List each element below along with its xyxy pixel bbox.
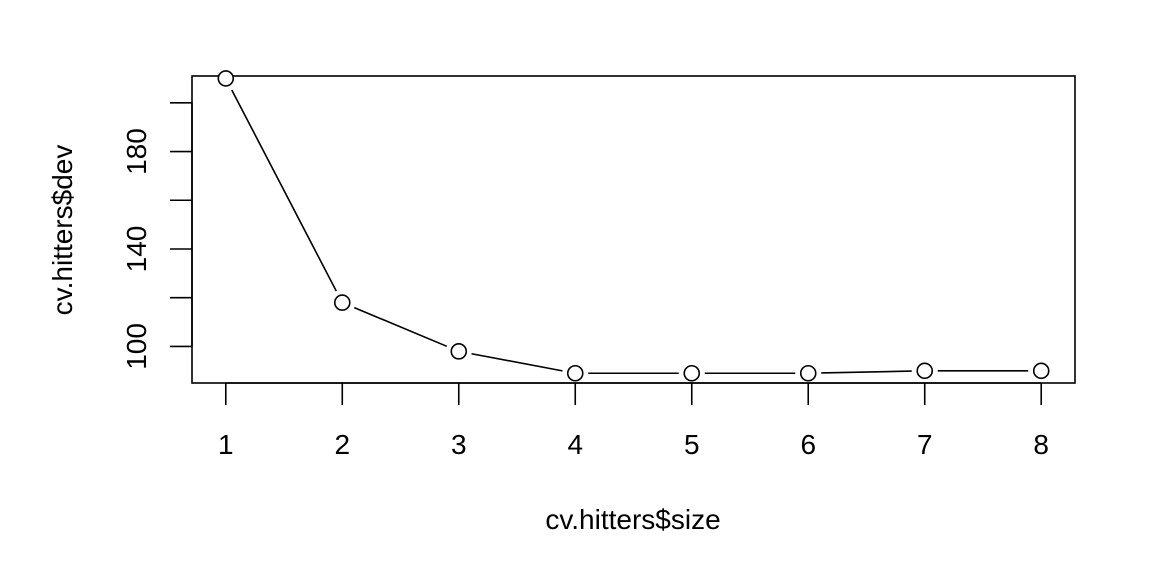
x-tick-label: 7 — [917, 429, 933, 460]
x-tick-label: 3 — [451, 429, 467, 460]
x-axis: 1 2 3 4 5 6 7 8 — [218, 382, 1049, 460]
x-tick-label: 1 — [218, 429, 234, 460]
series-segment — [471, 352, 563, 372]
x-tick-label: 8 — [1033, 429, 1049, 460]
data-point — [683, 364, 701, 382]
data-point — [916, 362, 934, 380]
y-tick-label: 180 — [121, 128, 152, 175]
plot-frame — [191, 75, 1076, 384]
data-point — [799, 364, 817, 382]
series-segment — [231, 89, 337, 292]
x-tick-label: 2 — [334, 429, 350, 460]
data-point — [333, 294, 351, 311]
data-point — [566, 364, 584, 382]
data-point — [217, 70, 235, 87]
x-axis-title: cv.hitters$size — [545, 504, 720, 535]
x-tick-label: 4 — [567, 429, 583, 460]
x-tick-label: 6 — [800, 429, 816, 460]
series-segment — [821, 370, 912, 374]
series-segment — [353, 306, 448, 348]
data-point — [450, 343, 468, 360]
x-tick-label: 5 — [684, 429, 700, 460]
data-point — [1032, 362, 1050, 380]
y-tick-label: 140 — [121, 226, 152, 273]
y-tick-label: 100 — [121, 323, 152, 370]
series-layer — [217, 70, 1050, 382]
y-axis: 100 140 180 — [121, 102, 193, 370]
y-axis-title: cv.hitters$dev — [47, 145, 78, 316]
